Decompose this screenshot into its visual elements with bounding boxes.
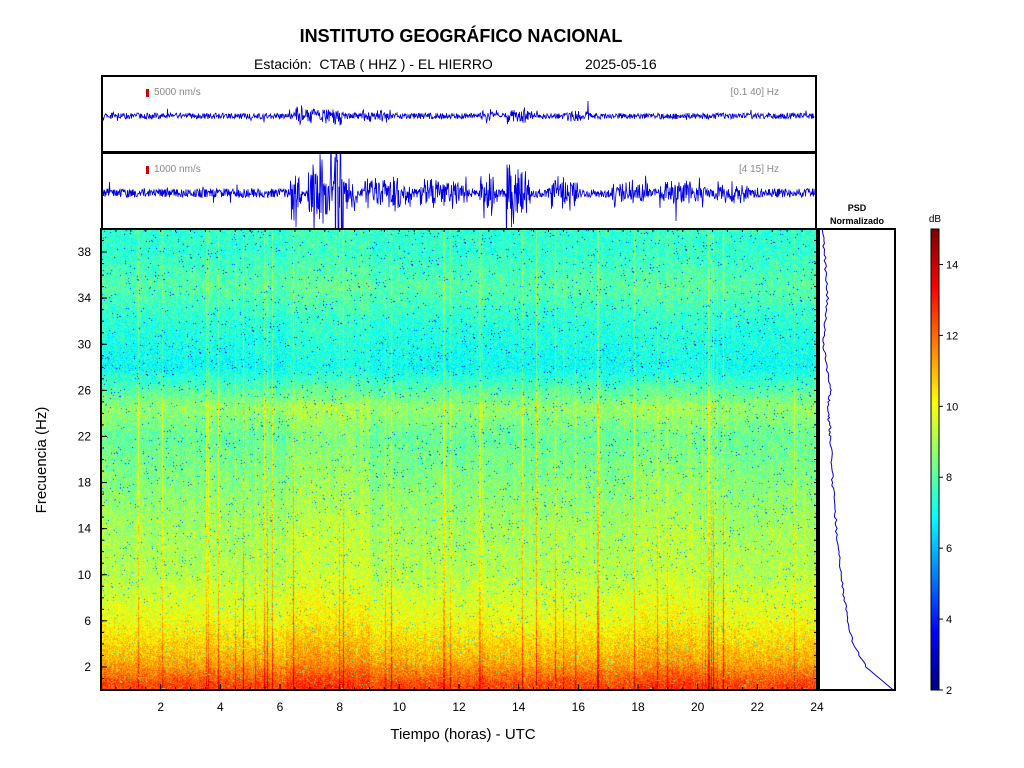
- y-tick-label: 14: [78, 522, 92, 536]
- y-axis-label: Frecuencia (Hz): [33, 407, 50, 514]
- colorbar-title: dB: [929, 214, 942, 225]
- spectrogram-frame: [100, 228, 818, 691]
- psd-curve: [821, 228, 894, 691]
- colorbar-frame: [930, 228, 940, 691]
- amplitude-scale-label: 1000 nm/s: [154, 164, 201, 175]
- waveform: [103, 100, 815, 126]
- x-axis: 2 4 6 8 10 12 14 16 18 20 22 24: [100, 229, 824, 714]
- x-tick-label: 20: [691, 700, 705, 714]
- y-tick-label: 6: [84, 614, 91, 628]
- x-tick-label: 24: [810, 700, 824, 714]
- colorbar-tick-label: 4: [946, 614, 952, 626]
- x-tick-label: 22: [751, 700, 765, 714]
- spectrogram-heatmap: [101, 229, 817, 690]
- y-tick-label: 26: [78, 383, 92, 397]
- psd-title-line2: Normalizado: [830, 216, 885, 226]
- amplitude-scale-bar: [146, 89, 149, 97]
- x-tick-label: 18: [631, 700, 645, 714]
- frequency-band-label: [0.1 40] Hz: [730, 87, 779, 98]
- seismogram-trace: [103, 154, 815, 228]
- colorbar-tick-label: 12: [946, 330, 958, 342]
- y-tick-label: 10: [78, 568, 92, 582]
- colorbar-tick-label: 6: [946, 543, 952, 555]
- amplitude-scale-bar: [146, 166, 149, 174]
- y-tick-label: 2: [84, 660, 91, 674]
- x-tick-label: 12: [452, 700, 466, 714]
- colorbar-tick-label: 10: [946, 401, 958, 413]
- colorbar-tick-label: 2: [946, 685, 952, 697]
- colorbar: [931, 229, 939, 690]
- x-tick-label: 16: [572, 700, 586, 714]
- x-tick-label: 8: [336, 700, 343, 714]
- x-tick-label: 10: [393, 700, 407, 714]
- waveform: [103, 154, 815, 228]
- chart-title: INSTITUTO GEOGRÁFICO NACIONAL: [299, 26, 623, 46]
- x-tick-label: 4: [217, 700, 224, 714]
- y-tick-label: 30: [78, 337, 92, 351]
- x-tick-label: 6: [277, 700, 284, 714]
- seismogram-trace: [103, 100, 815, 126]
- amplitude-scale-label: 5000 nm/s: [154, 87, 201, 98]
- colorbar-tick-label: 8: [946, 472, 952, 484]
- x-axis-label: Tiempo (horas) - UTC: [390, 726, 535, 743]
- date-label: 2025-05-16: [585, 56, 657, 72]
- y-tick-label: 38: [78, 245, 92, 259]
- psd-title-line1: PSD: [848, 203, 867, 213]
- station-label: Estación: CTAB ( HHZ ) - EL HIERRO: [254, 56, 493, 72]
- colorbar-axis: 2 4 6 8 10 12 14: [939, 259, 958, 697]
- y-tick-label: 22: [78, 429, 92, 443]
- y-tick-label: 18: [78, 476, 92, 490]
- x-tick-label: 14: [512, 700, 526, 714]
- colorbar-tick-label: 14: [946, 259, 958, 271]
- psd-panel-frame: [818, 228, 896, 691]
- x-tick-label: 2: [157, 700, 164, 714]
- frequency-band-label: [4 15] Hz: [738, 164, 779, 175]
- y-tick-label: 34: [78, 291, 92, 305]
